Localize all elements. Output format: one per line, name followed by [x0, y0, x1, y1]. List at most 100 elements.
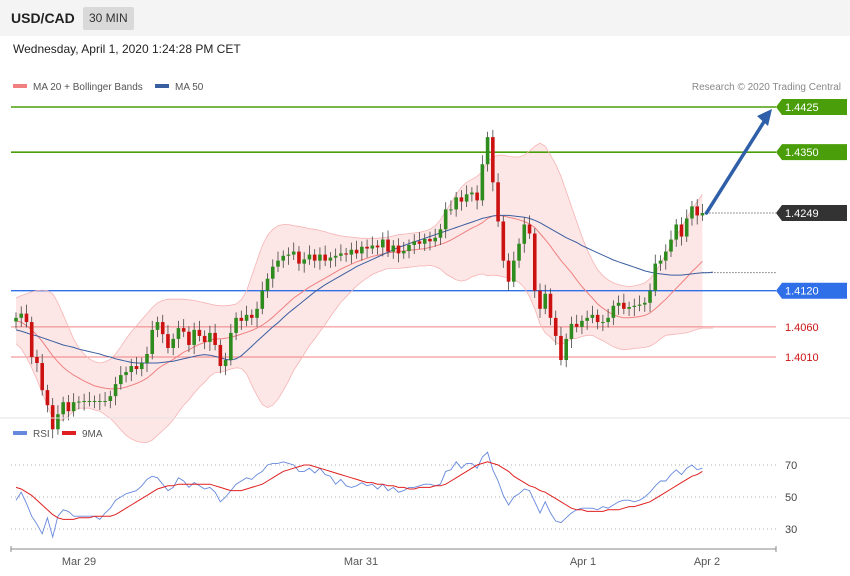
- timestamp: Wednesday, April 1, 2020 1:24:28 PM CET: [13, 42, 241, 56]
- candle-bull: [223, 360, 228, 367]
- candle-bull: [113, 384, 118, 397]
- candle-bull: [360, 246, 364, 254]
- candle-bull: [700, 213, 705, 216]
- bollinger-upper-line: [15, 142, 703, 364]
- candle-bull: [255, 308, 259, 318]
- candle-bear: [160, 322, 165, 335]
- candle-bull: [119, 375, 123, 385]
- candle-bull: [422, 238, 427, 244]
- ma20-line: [15, 214, 703, 390]
- candle-bull: [265, 278, 270, 291]
- candle-bull: [690, 206, 694, 219]
- credit-label: Research © 2020 Trading Central: [692, 82, 841, 93]
- resistance-label-box: [776, 99, 847, 115]
- bollinger-band-fill: [16, 143, 703, 443]
- candle-bull: [98, 400, 102, 402]
- candle-bear: [679, 224, 684, 237]
- candle-bull: [176, 328, 181, 339]
- candle-bear: [181, 328, 186, 332]
- candle-bear: [396, 245, 401, 254]
- candle-bear: [506, 260, 511, 282]
- candle-bull: [663, 251, 668, 261]
- candle-bull: [564, 338, 568, 361]
- forecast-arrow-layer: [704, 109, 772, 215]
- candle-bull: [669, 239, 673, 252]
- candle-bear: [354, 249, 359, 254]
- candle-bull: [381, 239, 385, 248]
- chart-header: USD/CAD 30 MIN: [0, 0, 850, 36]
- bollinger-legend-label: MA 20 + Bollinger Bands: [33, 82, 143, 93]
- rsi-line: [15, 451, 703, 539]
- candle-bear: [496, 182, 500, 222]
- candle-bear: [491, 137, 495, 183]
- candle-bear: [386, 239, 390, 252]
- candle-bull: [56, 414, 60, 430]
- candle-bull: [407, 244, 411, 251]
- candle-bull: [464, 194, 469, 202]
- interval-button[interactable]: 30 MIN: [83, 7, 134, 30]
- candle-bear: [166, 334, 170, 348]
- candle-bear: [24, 313, 29, 323]
- candle-bull: [522, 224, 527, 244]
- candle-bear: [375, 245, 380, 248]
- candle-bull: [674, 224, 679, 240]
- candle-bull: [150, 329, 155, 354]
- candles-layer: [14, 129, 705, 439]
- candle-bear: [213, 332, 217, 345]
- last-price-label-text: 1.4249: [785, 208, 819, 220]
- candle-bull: [92, 400, 97, 402]
- candle-bull: [286, 254, 291, 256]
- bollinger-legend-swatch: [13, 84, 27, 88]
- candle-bull: [590, 314, 595, 318]
- candle-bear: [297, 251, 301, 264]
- candle-bull: [517, 243, 521, 261]
- rsi-panel-layer: 70 50 30: [11, 451, 797, 539]
- candle-bull: [543, 293, 548, 309]
- candle-bull: [611, 305, 616, 318]
- candle-bull: [658, 260, 663, 264]
- bollinger-band-layer: [16, 143, 703, 443]
- candle-bull: [139, 363, 144, 370]
- candle-bear: [66, 402, 71, 412]
- candle-bull: [328, 257, 333, 261]
- candle-bull: [339, 253, 343, 256]
- candle-bull: [580, 320, 584, 327]
- candle-bear: [202, 335, 207, 342]
- candle-bull: [485, 137, 490, 165]
- indicator-lines-layer: [15, 142, 713, 443]
- time-axis-labels: Mar 29 Mar 31 Apr 1 Apr 2: [62, 556, 720, 568]
- candle-bear: [134, 366, 139, 370]
- candle-bear: [532, 233, 537, 291]
- candle-bear: [50, 405, 55, 430]
- candle-bear: [695, 206, 699, 216]
- candle-bear: [323, 254, 327, 261]
- candle-bull: [627, 307, 631, 309]
- candle-bull: [391, 245, 396, 252]
- candle-bear: [428, 238, 432, 242]
- candle-bull: [349, 249, 354, 255]
- candle-bull: [14, 317, 18, 322]
- candle-bear: [548, 293, 553, 318]
- candle-bear: [574, 323, 579, 327]
- candle-bear: [559, 335, 563, 361]
- candle-bull: [71, 402, 76, 412]
- forecast-arrow-head: [757, 109, 772, 126]
- candle-bull: [632, 305, 637, 307]
- time-axis-label: Apr 1: [570, 556, 596, 568]
- candle-bull: [129, 366, 134, 373]
- candle-bull: [82, 400, 86, 402]
- candle-bull: [412, 241, 417, 245]
- rsi-ma-line: [15, 461, 703, 520]
- candle-bull: [124, 372, 128, 376]
- forecast-arrow-shaft: [704, 115, 769, 215]
- candle-bull: [370, 245, 375, 249]
- rsi-tick-label: 70: [785, 460, 797, 472]
- candle-bull: [616, 302, 621, 306]
- candle-bear: [45, 390, 50, 406]
- resistance-label-text: 1.4350: [785, 147, 819, 159]
- candle-bull: [569, 323, 574, 339]
- candle-bear: [35, 357, 39, 364]
- rsi-tick-label: 50: [785, 492, 797, 504]
- time-axis-label: Mar 31: [344, 556, 378, 568]
